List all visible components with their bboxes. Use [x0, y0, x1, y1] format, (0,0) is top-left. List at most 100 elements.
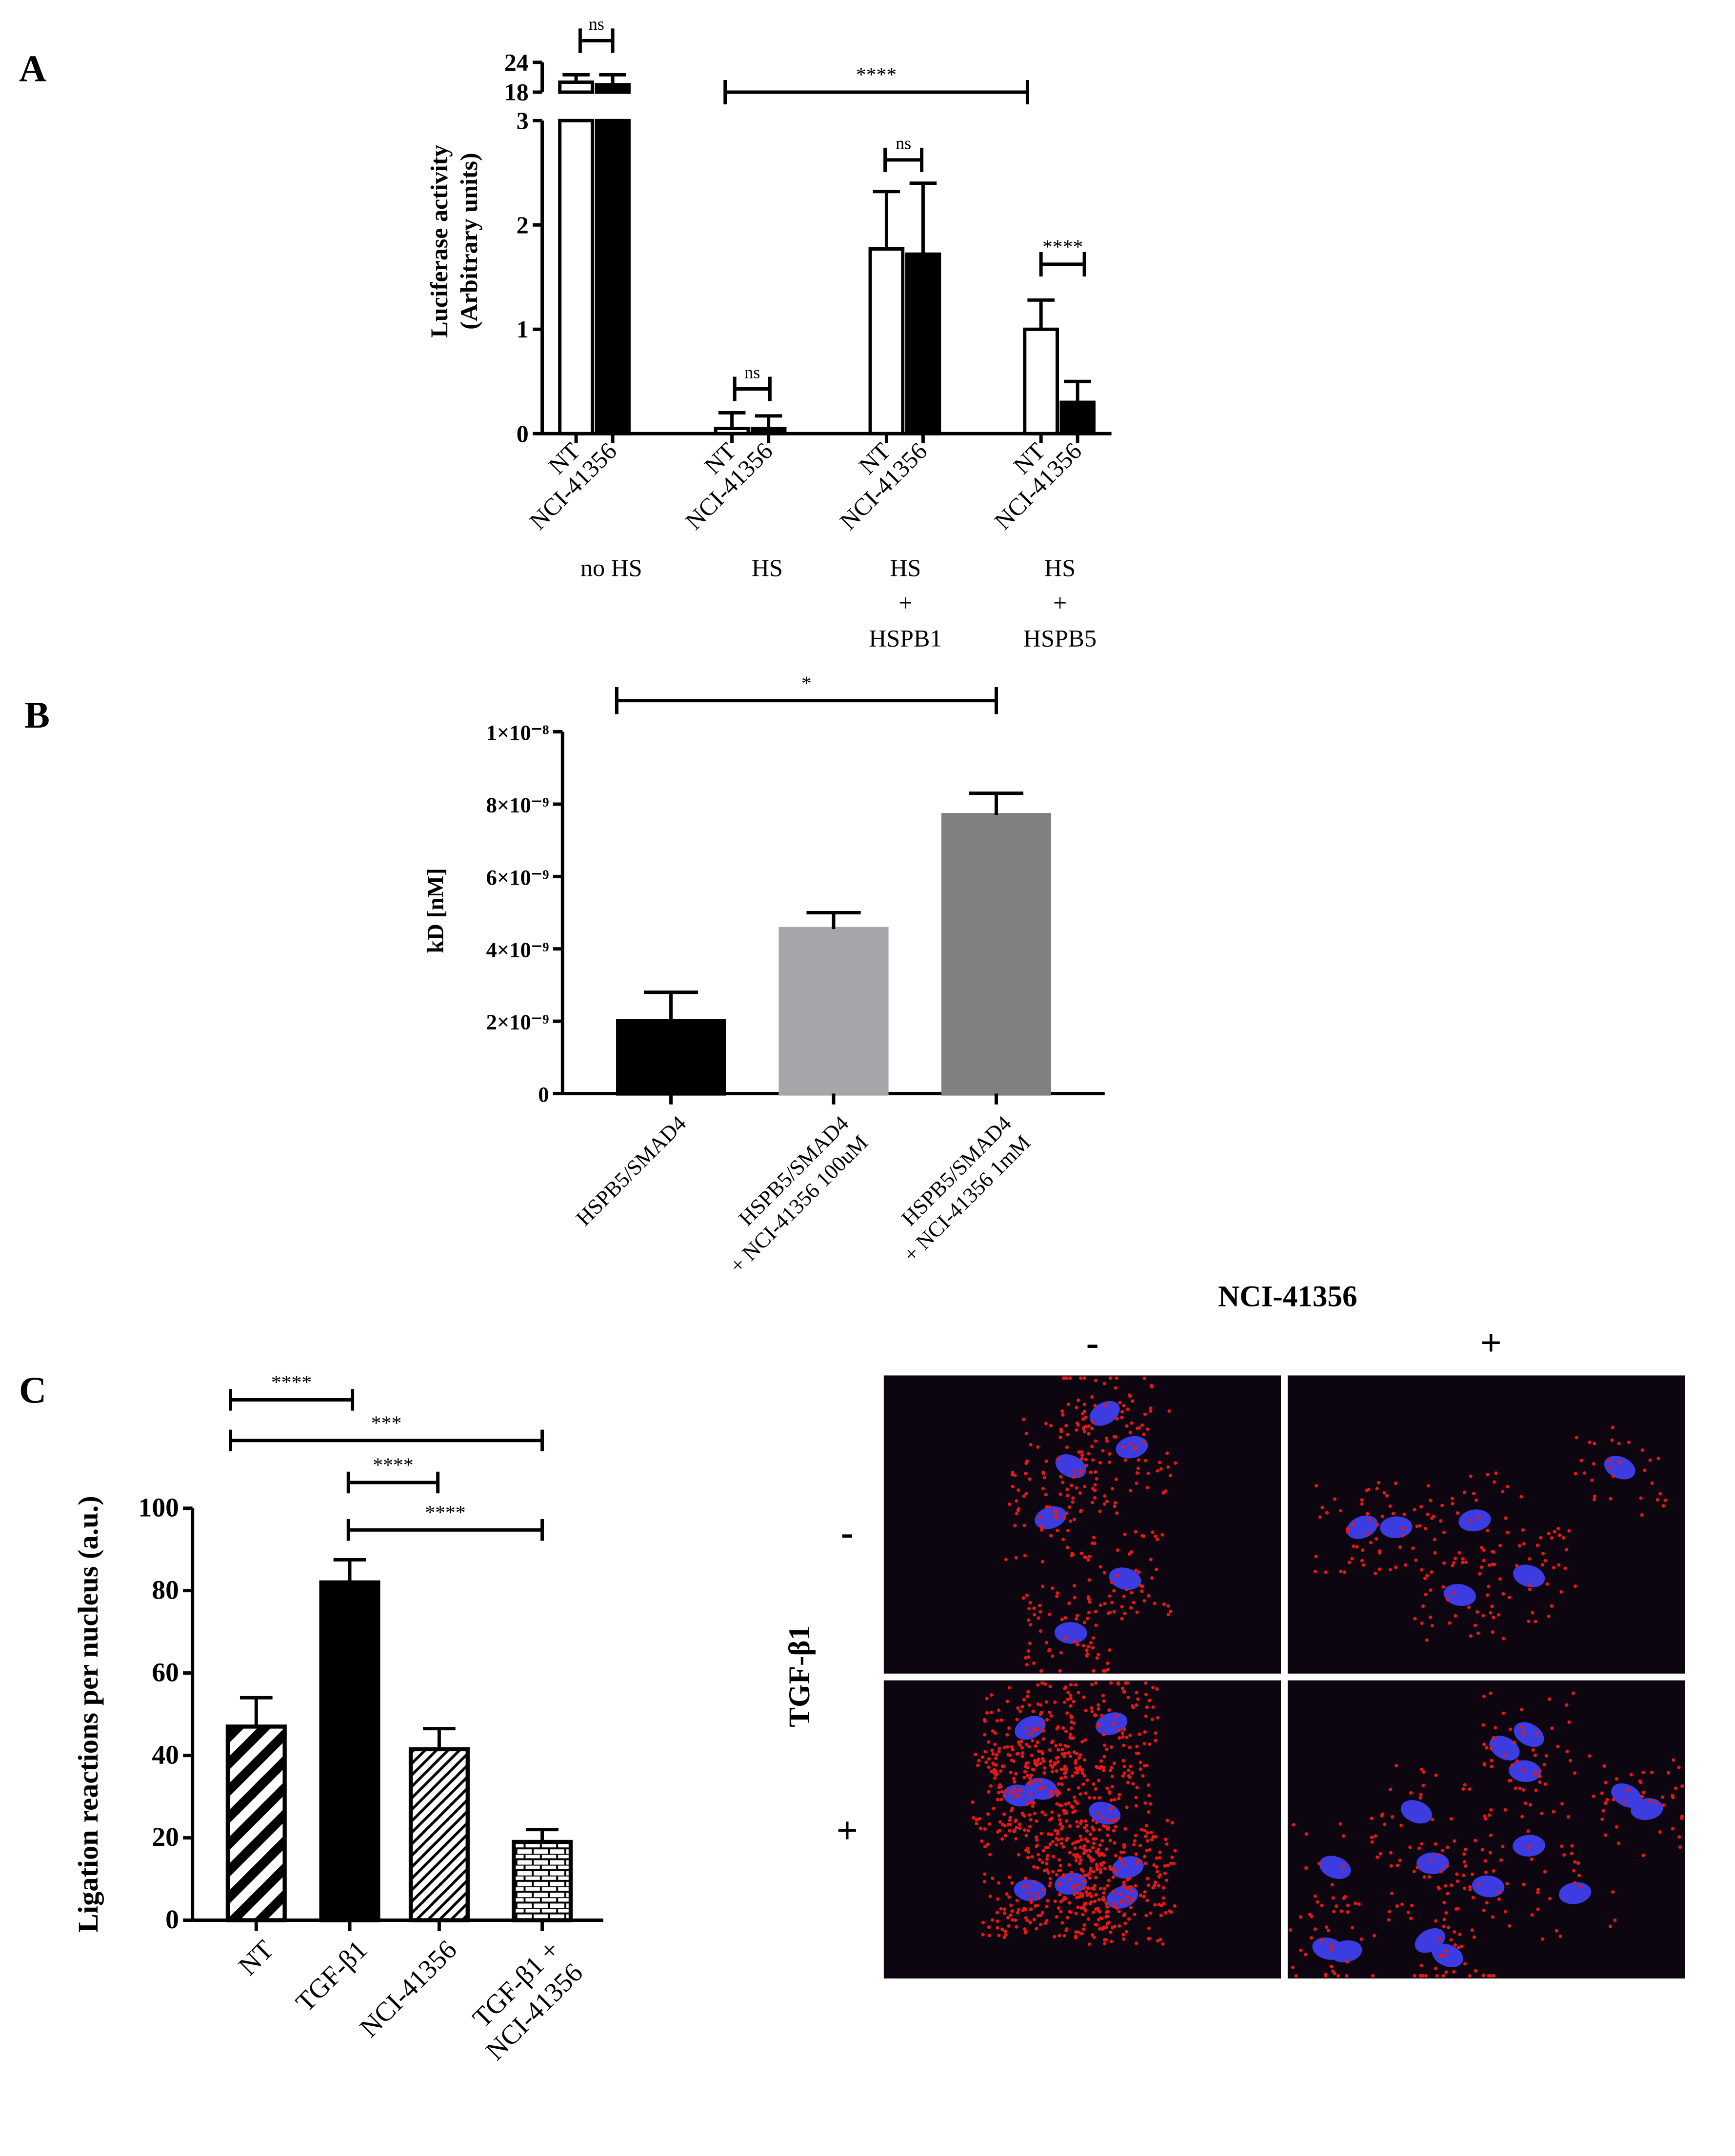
signal-dot	[1548, 1897, 1552, 1900]
signal-dot	[1162, 1602, 1166, 1606]
signal-dot	[1074, 1912, 1078, 1916]
signal-dot	[1044, 1641, 1049, 1644]
signal-dot	[1113, 1868, 1117, 1872]
signal-dot	[1421, 1604, 1425, 1608]
signal-dot	[1389, 1851, 1393, 1855]
signal-dot	[1375, 1523, 1379, 1527]
signal-dot	[1022, 1523, 1026, 1527]
y-tick-label: 0	[538, 1082, 549, 1107]
signal-dot	[1588, 1754, 1592, 1758]
signal-dot	[1051, 1739, 1055, 1743]
signal-dot	[1313, 1894, 1317, 1898]
signal-dot	[1489, 1833, 1493, 1837]
signal-dot	[1062, 1700, 1067, 1704]
signal-dot	[1105, 1922, 1110, 1926]
signal-dot	[1116, 1548, 1120, 1552]
signal-dot	[1015, 1499, 1018, 1503]
signal-dot	[1492, 1480, 1496, 1484]
signal-dot	[1146, 1427, 1150, 1431]
signal-dot	[1445, 1864, 1449, 1868]
signal-dot	[1059, 1777, 1063, 1780]
signal-dot	[995, 1753, 999, 1757]
signal-dot	[1492, 1616, 1496, 1620]
signal-dot	[1061, 1413, 1065, 1417]
signal-dot	[1142, 1440, 1146, 1444]
signal-dot	[1078, 1491, 1082, 1495]
signal-dot	[1132, 1446, 1136, 1451]
signal-dot	[1058, 1435, 1062, 1440]
signal-dot	[1362, 1563, 1366, 1567]
signal-dot	[1079, 1858, 1083, 1862]
signal-dot	[1028, 1825, 1032, 1829]
signal-dot	[1079, 1376, 1083, 1380]
signal-dot	[1131, 1399, 1135, 1403]
signal-dot	[1166, 1612, 1171, 1617]
signal-dot	[1109, 1867, 1113, 1871]
signal-dot	[1128, 1885, 1132, 1889]
signal-dot	[1074, 1859, 1078, 1863]
signal-dot	[1060, 1921, 1064, 1925]
signal-dot	[1082, 1376, 1086, 1380]
signal-dot	[1534, 1788, 1538, 1792]
signal-dot	[1413, 1974, 1416, 1978]
signal-dot	[1143, 1801, 1147, 1805]
signal-dot	[1462, 1886, 1467, 1890]
signal-dot	[1028, 1780, 1032, 1784]
signal-dot	[1558, 1934, 1562, 1938]
signal-dot	[1429, 1499, 1433, 1503]
signal-dot	[1476, 1515, 1480, 1519]
nucleus	[1611, 1783, 1642, 1808]
signal-dot	[1068, 1851, 1072, 1855]
signal-dot	[1077, 1767, 1081, 1771]
signal-dot	[1447, 1925, 1451, 1929]
signal-dot	[1543, 1782, 1547, 1786]
signal-dot	[1446, 1892, 1450, 1896]
signal-dot	[1557, 1563, 1561, 1567]
signal-dot	[1028, 1920, 1032, 1924]
signal-dot	[1084, 1837, 1088, 1841]
signal-dot	[1029, 1443, 1033, 1447]
signal-dot	[1469, 1474, 1473, 1478]
signal-dot	[1009, 1809, 1014, 1813]
signal-dot	[1022, 1417, 1026, 1422]
signal-dot	[1004, 1558, 1008, 1562]
signal-dot	[1572, 1869, 1576, 1873]
signal-dot	[1068, 1376, 1072, 1380]
signal-dot	[1455, 1907, 1458, 1911]
signal-dot	[1145, 1705, 1149, 1709]
signal-dot	[1062, 1811, 1067, 1815]
signal-dot	[1112, 1819, 1116, 1823]
signal-dot	[1090, 1501, 1095, 1504]
nucleus	[1116, 1436, 1148, 1459]
signal-dot	[1142, 1741, 1146, 1745]
signal-dot	[1442, 1530, 1446, 1534]
signal-dot	[1515, 1563, 1519, 1567]
signal-dot	[1331, 1896, 1335, 1900]
signal-dot	[1156, 1939, 1160, 1943]
y-tick-label: 0	[165, 1904, 179, 1935]
signal-dot	[1590, 1478, 1594, 1482]
signal-dot	[1040, 1810, 1044, 1814]
signal-dot	[1541, 1937, 1545, 1941]
signal-dot	[1076, 1801, 1079, 1805]
signal-dot	[1065, 1487, 1069, 1491]
signal-dot	[1070, 1870, 1074, 1875]
signal-dot	[1130, 1591, 1134, 1595]
nucleus	[1443, 1583, 1476, 1606]
signal-dot	[1097, 1779, 1101, 1782]
signal-dot	[1036, 1728, 1039, 1732]
signal-dot	[1032, 1613, 1037, 1617]
signal-dot	[1547, 1531, 1551, 1535]
signal-dot	[1045, 1868, 1049, 1872]
signal-dot	[1677, 1765, 1681, 1769]
signal-dot	[1094, 1922, 1097, 1927]
signal-dot	[1660, 1795, 1665, 1799]
signal-dot	[1346, 1910, 1350, 1914]
signal-dot	[1135, 1481, 1138, 1485]
signal-dot	[1360, 1502, 1364, 1506]
signal-dot	[1563, 1566, 1567, 1570]
signal-dot	[1427, 1875, 1431, 1879]
signal-dot	[995, 1719, 999, 1723]
signal-dot	[1033, 1761, 1037, 1765]
signal-dot	[1058, 1818, 1062, 1822]
